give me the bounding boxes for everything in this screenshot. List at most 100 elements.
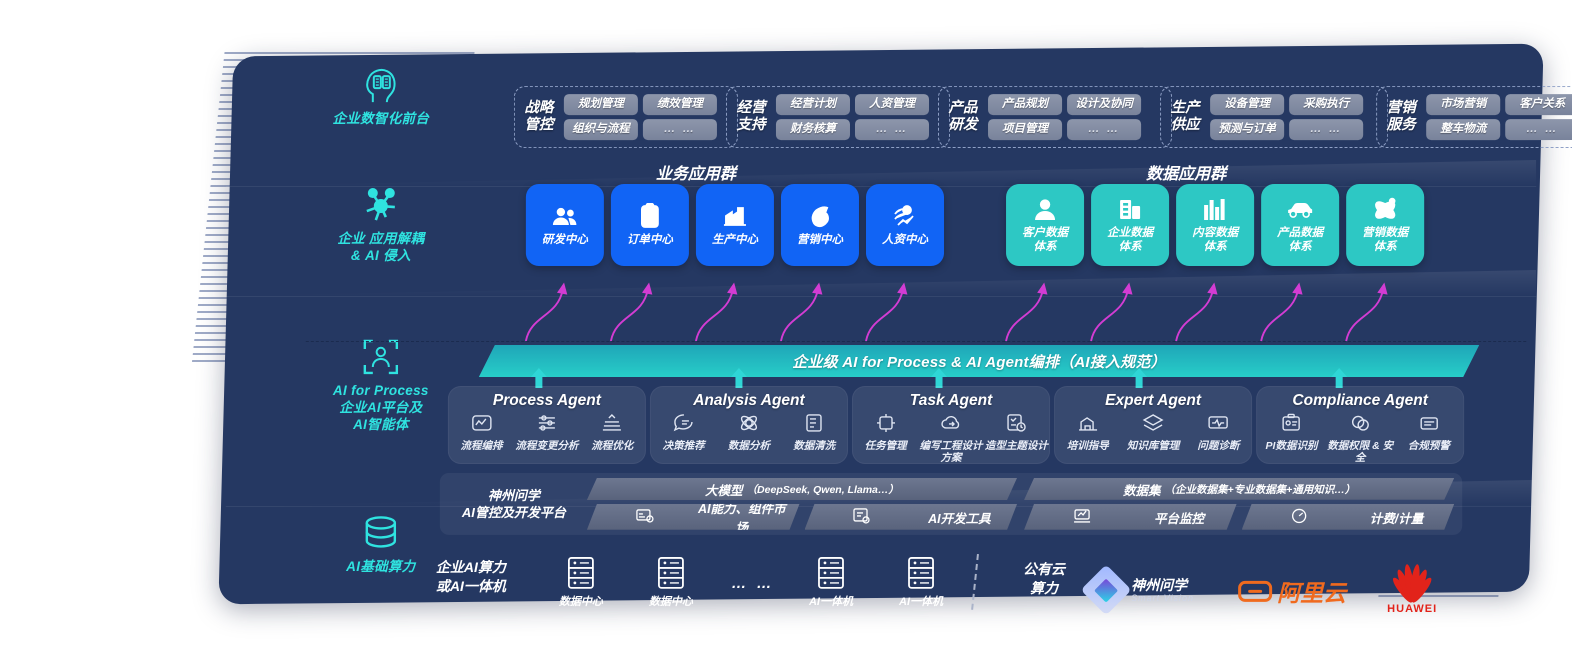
- group-cell-more[interactable]: … …: [854, 119, 930, 141]
- data-card-enterprise[interactable]: 企业数据 体系: [1091, 184, 1170, 267]
- agent-capability[interactable]: 问题诊断: [1186, 413, 1251, 452]
- aliyun-logo[interactable]: 阿里云: [1238, 574, 1346, 608]
- section-divider: [305, 340, 1527, 342]
- agent-card-expert[interactable]: Expert Agent 培训指导 知识库管理 问题诊断: [1054, 385, 1253, 464]
- infra-node-ai-appliance-1[interactable]: AI一体机: [786, 550, 876, 609]
- bars-icon: [1203, 196, 1227, 222]
- group-cell-more[interactable]: … …: [1067, 119, 1142, 141]
- sidebar-label-line1: AI for Process: [332, 382, 429, 398]
- group-cell[interactable]: 规划管理: [563, 94, 638, 116]
- platform-cell-billing[interactable]: 计费/计量: [1242, 504, 1455, 530]
- server-icon: [536, 550, 626, 590]
- card-label-line2: 体系: [1203, 241, 1227, 254]
- group-cell[interactable]: 整车物流: [1426, 119, 1501, 141]
- front-office-group-rnd[interactable]: 产品研发 产品规划 设计及协同 项目管理 … …: [938, 86, 1173, 149]
- app-card-rnd-center[interactable]: 研发中心: [525, 184, 604, 267]
- sidebar-item-ai-compute[interactable]: AI基础算力: [286, 508, 476, 575]
- sidebar-item-app-decoupling[interactable]: 企业 应用解耦 & AI 侵入: [286, 180, 476, 264]
- agent-card-task[interactable]: Task Agent 任务管理 编写工程设计方案 造型主题设计: [851, 385, 1051, 464]
- sidebar-label-line1: 企业 应用解耦: [337, 231, 425, 247]
- brain-head-icon: [286, 60, 476, 110]
- front-office-group-operations[interactable]: 经营支持 经营计划 人资管理 财务核算 … …: [725, 86, 951, 149]
- agent-capability[interactable]: 知识库管理: [1120, 413, 1185, 452]
- agent-card-analysis[interactable]: Analysis Agent 决策推荐 数据分析 数据清洗: [649, 385, 848, 464]
- sidebar-label-line2: & AI 侵入: [350, 248, 411, 264]
- group-cell[interactable]: 财务核算: [775, 119, 850, 141]
- group-cell[interactable]: 市场营销: [1426, 94, 1501, 116]
- llm-bar[interactable]: 大模型 （DeepSeek, Qwen, Llama…）: [587, 478, 1017, 500]
- agent-capability[interactable]: 数据权限 & 安全: [1326, 413, 1395, 464]
- group-cell[interactable]: 采购执行: [1289, 94, 1364, 116]
- huawei-mark: [1381, 562, 1443, 605]
- infra-node-datacenter-2[interactable]: 数据中心: [626, 550, 716, 609]
- agent-capability[interactable]: 决策推荐: [651, 413, 716, 452]
- group-cell[interactable]: 客户关系: [1505, 94, 1572, 116]
- target-icon: [808, 203, 832, 229]
- server-icon: [626, 550, 716, 590]
- agent-capability[interactable]: 流程编排: [449, 413, 514, 452]
- app-card-marketing-center[interactable]: 营销中心: [780, 184, 859, 267]
- agent-capability[interactable]: PI数据识别: [1257, 413, 1326, 464]
- group-cell[interactable]: 组织与流程: [563, 119, 638, 141]
- sidebar-item-ai-for-process[interactable]: AI for Process 企业AI平台及 AI智能体: [286, 332, 476, 433]
- group-cell[interactable]: 产品规划: [988, 94, 1063, 116]
- data-card-content[interactable]: 内容数据 体系: [1176, 184, 1255, 267]
- infra-node-datacenter-1[interactable]: 数据中心: [536, 550, 626, 609]
- agent-name: Expert Agent: [1105, 391, 1202, 409]
- agent-card-compliance[interactable]: Compliance Agent PI数据识别 数据权限 & 安全 合规预警: [1256, 385, 1465, 464]
- atom-analysis-icon: [738, 413, 760, 438]
- agent-capability[interactable]: 培训指导: [1055, 413, 1120, 452]
- group-cell-more[interactable]: … …: [1505, 119, 1572, 141]
- group-cell-more[interactable]: … …: [1289, 119, 1364, 141]
- group-cell[interactable]: 绩效管理: [642, 94, 717, 116]
- platform-cell-component-market[interactable]: AI能力、组件市场: [587, 504, 800, 530]
- group-cell[interactable]: 人资管理: [854, 94, 930, 116]
- person-chart-icon: [892, 203, 918, 229]
- app-card-order-center[interactable]: 订单中心: [610, 184, 689, 267]
- group-cell[interactable]: 设计及协同: [1067, 94, 1142, 116]
- app-card-production-center[interactable]: 生产中心: [695, 184, 774, 267]
- group-cell[interactable]: 项目管理: [988, 119, 1063, 141]
- agent-capability[interactable]: 数据分析: [716, 413, 781, 452]
- group-cell[interactable]: 设备管理: [1210, 94, 1285, 116]
- agent-capability[interactable]: 数据清洗: [782, 413, 847, 452]
- ai-platform-band: 神州问学 AI管控及开发平台 大模型 （DeepSeek, Qwen, Llam…: [439, 472, 1463, 535]
- data-card-customer[interactable]: 客户数据 体系: [1006, 184, 1085, 267]
- platform-cell-dev-tool[interactable]: AI开发工具: [804, 504, 1017, 530]
- shield-cloud-icon: [1349, 413, 1371, 438]
- card-label-line1: 企业数据: [1107, 227, 1154, 240]
- banner-text: 企业级 AI for Process & AI Agent编排（AI接入规范）: [792, 353, 1166, 371]
- card-label: 人资中心: [881, 234, 929, 247]
- group-cell[interactable]: 经营计划: [775, 94, 850, 116]
- group-cell-more[interactable]: … …: [642, 119, 717, 141]
- data-card-product[interactable]: 产品数据 体系: [1261, 184, 1340, 267]
- agent-capability[interactable]: 编写工程设计方案: [918, 413, 983, 464]
- shenzhou-smart-vision-logo[interactable]: 神州问学 Smart Vision: [1080, 564, 1194, 616]
- huawei-logo[interactable]: HUAWEI: [1381, 562, 1443, 615]
- public-private-divider: [971, 553, 979, 610]
- agent-card-process[interactable]: Process Agent 流程编排 流程变更分析 流程优化: [447, 385, 646, 464]
- agent-capability[interactable]: 流程优化: [580, 413, 645, 452]
- server-icon: [876, 550, 966, 590]
- sidebar-item-front-office[interactable]: 企业数智化前台: [286, 60, 476, 127]
- dataset-bar[interactable]: 数据集 （企业数据集+专业数据集+通用知识…）: [1024, 478, 1454, 500]
- card-label-line1: 产品数据: [1277, 227, 1324, 240]
- app-card-hr-center[interactable]: 人资中心: [865, 184, 945, 267]
- data-card-marketing[interactable]: 营销数据 体系: [1346, 184, 1425, 267]
- front-office-group-strategy[interactable]: 战略管控 规划管理 绩效管理 组织与流程 … …: [513, 86, 738, 149]
- front-office-group-marketing[interactable]: 营销服务 市场营销 客户关系 整车物流 … …: [1376, 86, 1572, 149]
- infra-node-ai-appliance-2[interactable]: AI一体机: [876, 550, 966, 609]
- card-label-line2: 体系: [1373, 241, 1397, 254]
- factory-icon: [722, 203, 748, 229]
- agent-capability[interactable]: 流程变更分析: [514, 413, 579, 452]
- group-cell[interactable]: 预测与订单: [1210, 119, 1285, 141]
- front-office-group-supply[interactable]: 生产供应 设备管理 采购执行 预测与订单 … …: [1160, 86, 1389, 149]
- group-title: 经营支持: [736, 100, 766, 134]
- sidebar-label-line2: 企业AI平台及: [339, 399, 423, 415]
- platform-cell-monitoring[interactable]: 平台监控: [1024, 504, 1237, 530]
- agent-capability[interactable]: 合规预警: [1395, 413, 1464, 464]
- up-arrow-icon: [1331, 367, 1348, 388]
- agent-capability[interactable]: 任务管理: [853, 413, 918, 464]
- agent-capability[interactable]: 造型主题设计: [984, 413, 1049, 464]
